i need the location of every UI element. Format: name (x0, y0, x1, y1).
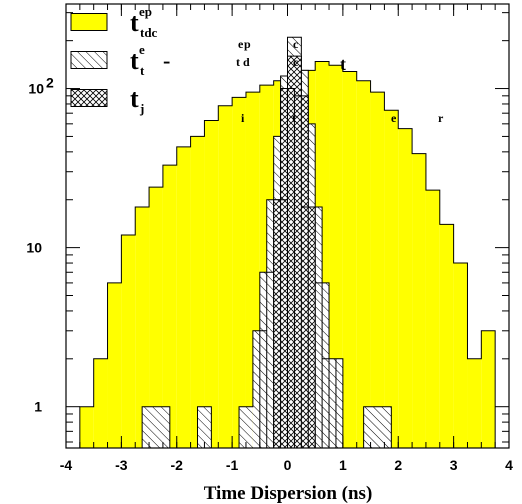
y-tick-label-exponent: 2 (46, 75, 54, 91)
legend-label-fragment: i (241, 111, 245, 125)
x-tick-label: 2 (394, 457, 402, 473)
histogram-bin (467, 358, 482, 448)
legend-label-main: t (130, 8, 139, 37)
histogram-bin (142, 406, 156, 448)
series-layer (79, 36, 496, 449)
legend-swatch-single-hatch (70, 51, 108, 69)
legend-label-fragment: t (292, 111, 296, 125)
legend-label-fragment: r (438, 111, 444, 125)
histogram-bin (377, 406, 392, 448)
legend-entry: t ep tdc (70, 4, 158, 40)
x-tick-label: 3 (450, 457, 458, 473)
x-axis-title: Time Dispersion (ns) (204, 483, 373, 504)
legend-label-fragment: p (244, 37, 251, 51)
legend-swatch-cross-hatch (70, 89, 108, 107)
x-tick-label: 0 (284, 457, 292, 473)
histogram-bin (239, 406, 253, 448)
legend-label-superscript: ep (139, 4, 152, 19)
histogram-bin (425, 190, 440, 449)
histogram-bin (149, 187, 163, 448)
histogram-bin (398, 128, 413, 448)
series-cross-hatch (273, 55, 316, 449)
legend-label-superscript: e (139, 42, 145, 57)
legend-label-operator: - (163, 48, 170, 73)
histogram-bin (439, 224, 454, 448)
legend-label-fragment: d (243, 55, 250, 69)
legend-label-subscript: j (139, 101, 144, 116)
legend-label-subscript: tdc (140, 25, 158, 40)
histogram-bin (204, 120, 219, 448)
legend-entry: t et -e p ct d c t (70, 37, 346, 78)
x-tick-label: -3 (115, 457, 128, 473)
histogram-bin (342, 71, 357, 449)
legend-label-main: t (130, 46, 139, 75)
histogram-bin (356, 80, 371, 449)
x-tick-label: -4 (60, 457, 73, 473)
y-tick-label: 1 (34, 399, 42, 415)
histogram-bin (176, 146, 191, 448)
legend-label-fragment: t (340, 54, 346, 74)
legend-label-fragment: c (293, 55, 299, 69)
histogram-bin (412, 153, 426, 448)
legend-label-subscript: t (140, 63, 145, 78)
histogram-bin (370, 92, 385, 448)
x-tick-label: 1 (339, 457, 347, 473)
legend-label-fragment: e (238, 37, 244, 51)
histogram-bin (155, 406, 170, 448)
legend-label-fragment: t (236, 55, 240, 69)
legend-label-main: t (130, 84, 139, 113)
y-tick-label: 10 (28, 81, 44, 97)
histogram-bin (107, 282, 122, 448)
histogram-bin (453, 263, 468, 448)
histogram-bin (481, 330, 496, 448)
legend-label-fragment: c (293, 37, 299, 51)
x-tick-label: -1 (226, 457, 239, 473)
histogram-bin (218, 105, 233, 449)
histogram-bin (93, 358, 108, 448)
x-tick-label: 4 (505, 457, 513, 473)
histogram-bin (363, 406, 378, 448)
histogram-bin (121, 235, 136, 448)
y-tick-label: 10 (26, 240, 42, 256)
histogram-bin (329, 65, 343, 448)
histogram-bin (232, 97, 246, 448)
histogram-bin (190, 136, 205, 448)
legend-entry: t ji t e r (70, 84, 444, 125)
x-tick-label: -2 (171, 457, 184, 473)
histogram-bin (135, 207, 150, 448)
series-outline (273, 55, 316, 448)
histogram-bin (79, 406, 94, 448)
histogram-bin (384, 110, 399, 448)
histogram-bin (197, 406, 212, 448)
legend-swatch-solid-yellow (70, 13, 108, 31)
histogram-bin (162, 165, 177, 449)
legend-label-fragment: e (391, 111, 397, 125)
